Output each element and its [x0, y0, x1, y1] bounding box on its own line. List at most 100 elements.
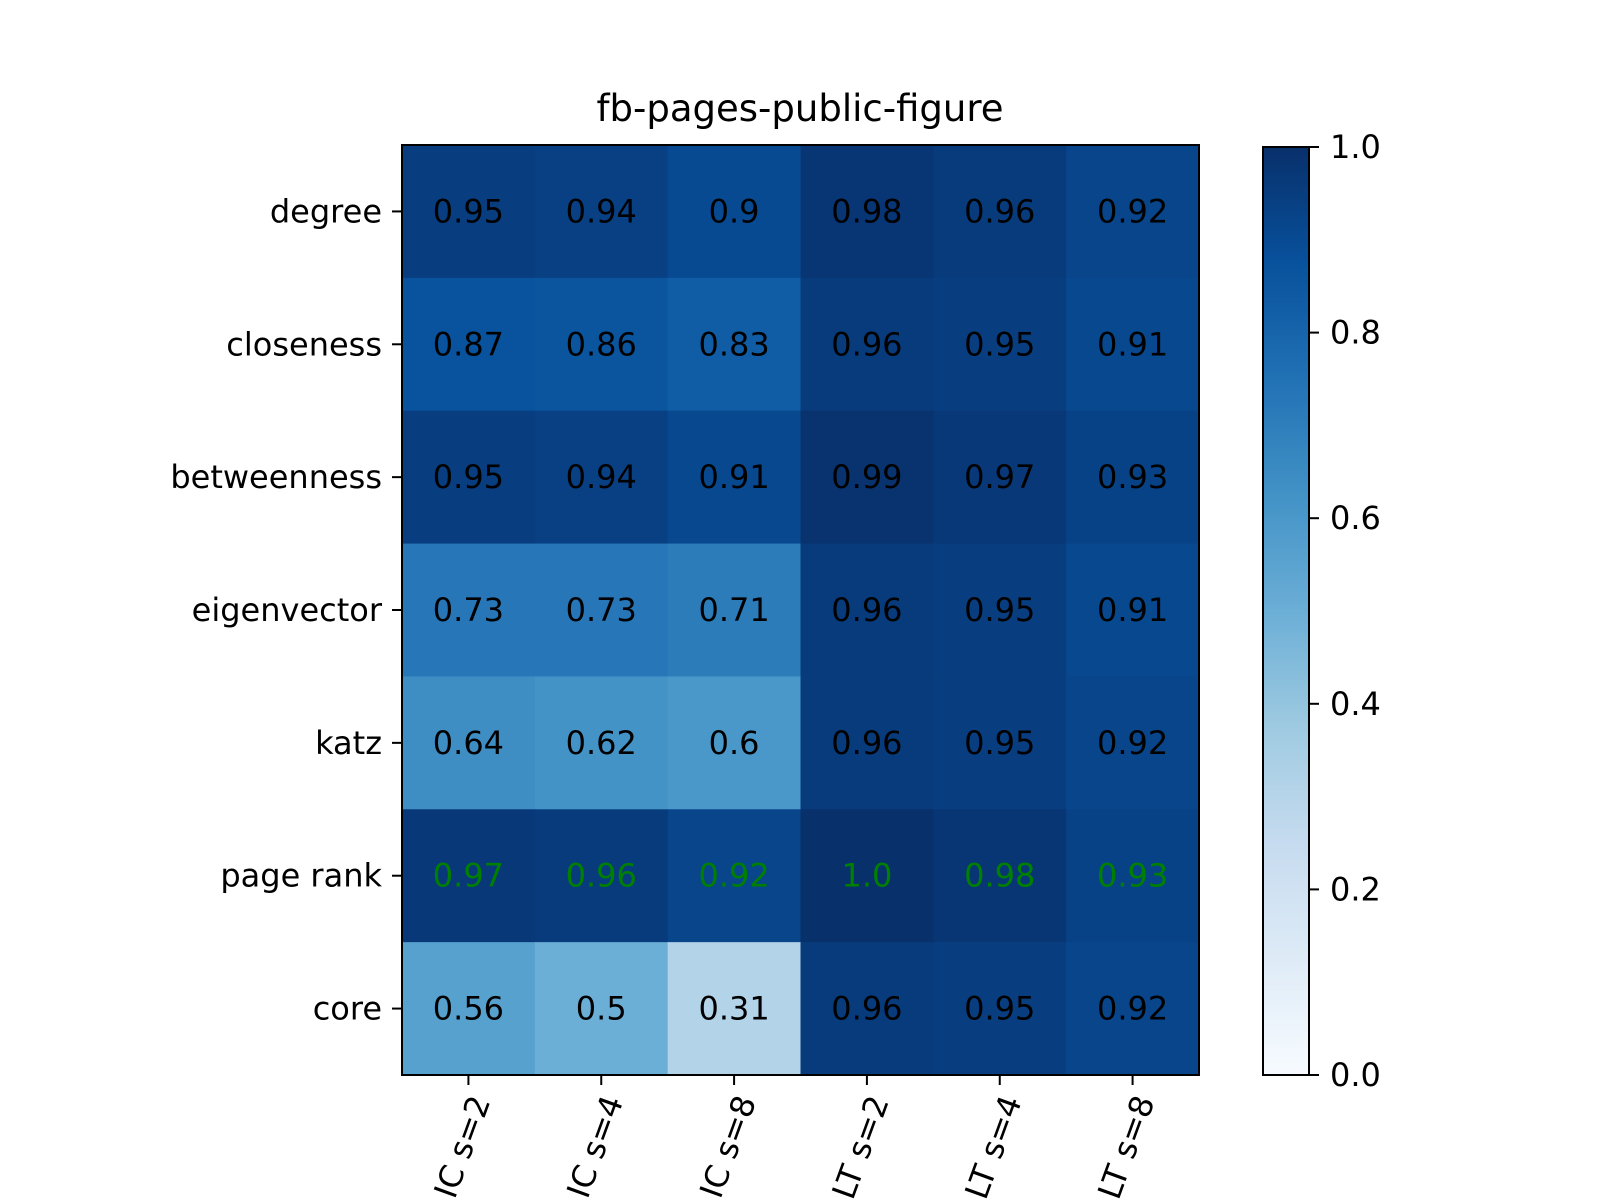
cell-value-label: 0.87 — [433, 325, 504, 363]
cell-value-label: 0.99 — [831, 458, 902, 496]
heatmap-cell — [1066, 543, 1200, 678]
cell-value-label: 0.92 — [698, 857, 769, 895]
cell-value-label: 0.92 — [1097, 192, 1168, 230]
heatmap-cell — [800, 543, 934, 678]
x-tick-label: LT s=4 — [957, 1091, 1029, 1200]
cell-value-label: 0.93 — [1097, 857, 1168, 895]
heatmap-cell — [933, 277, 1067, 412]
colorbar: 0.0 0.2 0.4 0.6 0.8 1.0 — [1262, 128, 1381, 1094]
cell-value-label: 0.83 — [698, 325, 769, 363]
heatmap-cell — [800, 676, 934, 810]
heatmap-cell — [667, 676, 802, 810]
x-tick-label: IC s=8 — [692, 1091, 764, 1200]
y-tick-label: core — [313, 990, 382, 1028]
cell-value-label: 0.6 — [709, 724, 760, 762]
cell-value-label: 0.95 — [964, 325, 1035, 363]
heatmap-cells — [402, 145, 1200, 1076]
heatmap-cell — [1066, 942, 1200, 1076]
heatmap-cell — [933, 543, 1067, 678]
heatmap-cell — [667, 543, 802, 678]
cell-value-label: 0.93 — [1097, 458, 1168, 496]
heatmap-cell — [800, 942, 934, 1076]
y-tick-label: page rank — [220, 857, 382, 895]
heatmap-cell — [402, 676, 536, 810]
cell-value-label: 0.62 — [566, 724, 637, 762]
heatmap-cell — [402, 410, 536, 545]
x-tick-label: IC s=2 — [426, 1091, 498, 1200]
heatmap-cell — [402, 543, 536, 678]
colorbar-tick-label: 1.0 — [1330, 128, 1381, 166]
cell-value-label: 0.71 — [698, 591, 769, 629]
y-tick-label: betweenness — [170, 458, 382, 496]
heatmap-cell — [534, 410, 669, 545]
cell-value-label: 0.91 — [1097, 325, 1168, 363]
heatmap-cell — [933, 809, 1067, 943]
y-tick-label: katz — [315, 724, 382, 762]
heatmap-cell — [933, 410, 1067, 545]
heatmap-cell — [800, 410, 934, 545]
x-tick-label: LT s=8 — [1090, 1091, 1162, 1200]
cell-value-label: 0.95 — [964, 724, 1035, 762]
cell-value-label: 0.9 — [709, 192, 760, 230]
colorbar-ticks: 0.0 0.2 0.4 0.6 0.8 1.0 — [1309, 128, 1381, 1094]
cell-value-label: 0.95 — [964, 990, 1035, 1028]
heatmap-cell — [402, 942, 536, 1076]
colorbar-tick-label: 0.4 — [1330, 685, 1381, 723]
cell-value-label: 0.5 — [576, 990, 627, 1028]
colorbar-frame — [1262, 146, 1310, 1076]
cell-value-label: 0.92 — [1097, 724, 1168, 762]
cell-value-label: 0.73 — [566, 591, 637, 629]
heatmap-cell — [800, 277, 934, 412]
cell-value-label: 0.97 — [433, 857, 504, 895]
y-axis: degree closeness betweenness eigenvector kat… — [170, 192, 402, 1028]
cell-value-label: 0.96 — [566, 857, 637, 895]
colorbar-gradient — [1263, 147, 1309, 1075]
cell-value-label: 0.64 — [433, 724, 504, 762]
heatmap-cell — [402, 145, 536, 279]
colorbar-tick-label: 0.6 — [1330, 499, 1381, 537]
y-tick-label: degree — [270, 192, 382, 230]
heatmap-cell — [402, 277, 536, 412]
cell-value-label: 0.95 — [433, 192, 504, 230]
cell-value-label: 0.98 — [964, 857, 1035, 895]
cell-value-label: 0.97 — [964, 458, 1035, 496]
colorbar-tick-label: 0.8 — [1330, 314, 1381, 352]
cell-value-label: 0.96 — [831, 724, 902, 762]
heatmap-cell — [667, 809, 802, 943]
cell-value-label: 0.96 — [831, 325, 902, 363]
heatmap-cell — [402, 809, 536, 943]
heatmap-cell — [534, 676, 669, 810]
cell-value-label: 0.94 — [566, 458, 637, 496]
heatmap-cell — [534, 145, 669, 279]
heatmap-cell — [534, 809, 669, 943]
heatmap-cell — [667, 277, 802, 412]
colorbar-tick-label: 0.0 — [1330, 1056, 1381, 1094]
heatmap-cell — [1066, 809, 1200, 943]
colorbar-tick-label: 0.2 — [1330, 870, 1381, 908]
cell-value-label: 0.95 — [433, 458, 504, 496]
chart-title: fb-pages-public-figure — [597, 87, 1004, 130]
y-tick-label: closeness — [226, 325, 382, 363]
heatmap-cell — [933, 942, 1067, 1076]
heatmap-cell — [1066, 277, 1200, 412]
heatmap-cell — [534, 277, 669, 412]
heatmap-cell-labels: 0.95 0.94 0.9 0.98 0.96 0.92 0.87 0.86 0.83 0.96 0… — [433, 192, 1168, 1027]
cell-value-label: 0.91 — [698, 458, 769, 496]
cell-value-label: 0.92 — [1097, 990, 1168, 1028]
cell-value-label: 0.98 — [831, 192, 902, 230]
cell-value-label: 0.56 — [433, 990, 504, 1028]
cell-value-label: 0.91 — [1097, 591, 1168, 629]
heatmap-frame — [401, 144, 1200, 1076]
cell-value-label: 0.96 — [831, 591, 902, 629]
cell-value-label: 0.31 — [698, 990, 769, 1028]
x-tick-label: LT s=2 — [824, 1091, 896, 1200]
heatmap-cell — [1066, 410, 1200, 545]
cell-value-label: 1.0 — [841, 857, 892, 895]
cell-value-label: 0.96 — [831, 990, 902, 1028]
cell-value-label: 0.94 — [566, 192, 637, 230]
heatmap-cell — [933, 145, 1067, 279]
x-tick-label: IC s=4 — [559, 1091, 631, 1200]
cell-value-label: 0.95 — [964, 591, 1035, 629]
heatmap-cell — [933, 676, 1067, 810]
